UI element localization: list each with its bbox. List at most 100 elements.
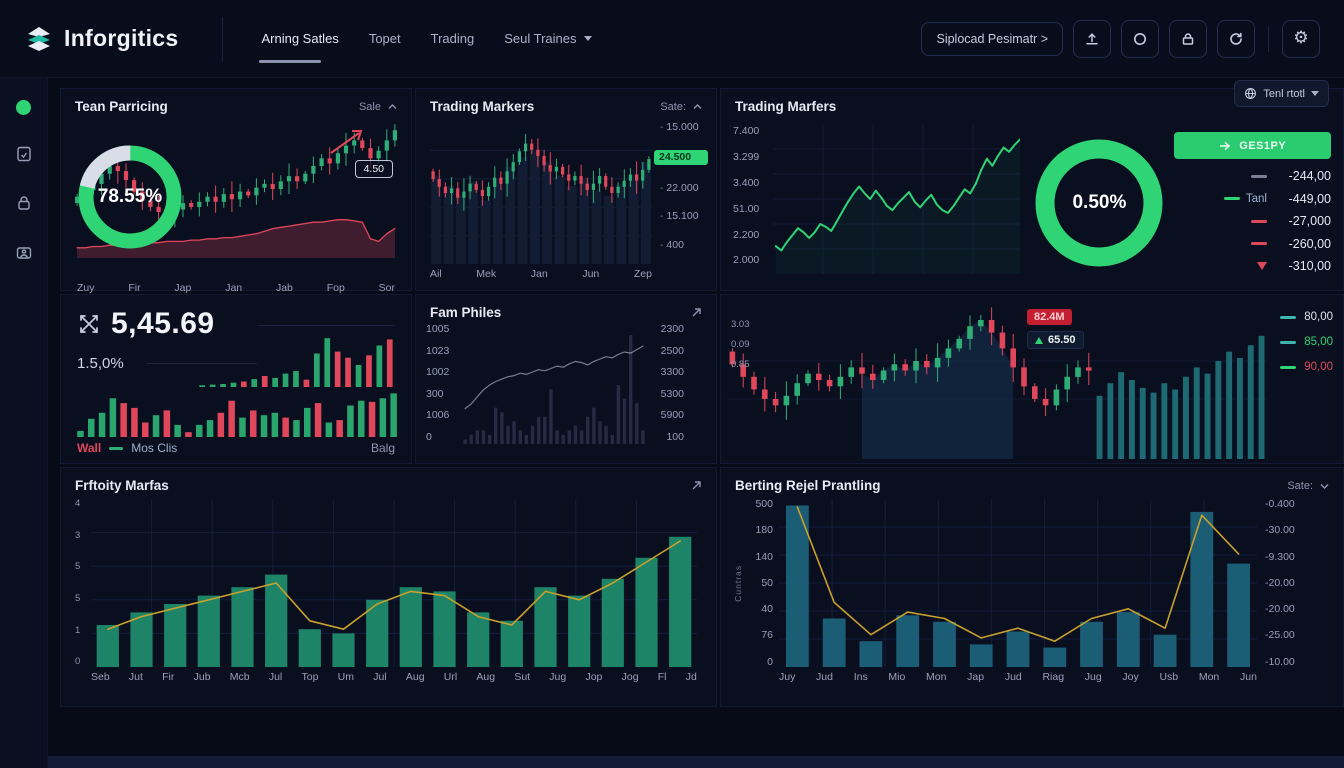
x-tick: Mek xyxy=(476,268,497,280)
panel-title: Frftoity Marfas xyxy=(75,478,169,493)
compare-icon xyxy=(77,312,101,336)
brand-name: Inforgitics xyxy=(64,25,179,51)
panel-frftoity-marfas: Frftoity Marfas 4 3 5 5 1 0 Seb Jut Fir Jub Mcb Ju… xyxy=(60,467,717,707)
x-tick: Jap xyxy=(967,671,985,683)
buy-button[interactable]: GES1PY xyxy=(1174,132,1331,159)
line-chart xyxy=(772,124,1021,274)
nav-item-0[interactable]: Arning Satles xyxy=(259,31,339,63)
legend-row: 90,00 xyxy=(1280,361,1333,373)
y-axis-left: 500 180 140 50 40 76 0 xyxy=(745,499,779,667)
sort-control[interactable]: Sate: xyxy=(1287,480,1329,492)
y-tick: 22.000 xyxy=(660,183,708,194)
panel-title: Trading Markers xyxy=(430,99,535,114)
bars-legend: Wall Mos Clis Balg xyxy=(77,441,395,455)
legend-row: -310,00 xyxy=(1174,255,1331,278)
y-tick: 15.000 xyxy=(660,122,708,133)
y-tick: 24.500 xyxy=(654,150,708,165)
y-axis: 7.400 3.299 3.400 51.00 2.200 2.000 xyxy=(729,126,773,266)
panel-trading-markers: Trading Markers Sate: Ail Mek Jan Jun Zep 15… xyxy=(415,88,717,291)
x-tick: Mon xyxy=(926,671,947,683)
legend-dash-icon xyxy=(1251,219,1267,223)
y-tick: 5 xyxy=(75,593,81,605)
x-tick: Fl xyxy=(657,671,667,683)
sidebar-item-reports[interactable] xyxy=(14,144,34,164)
status-button[interactable] xyxy=(1121,19,1159,58)
y-tick: 0.09 xyxy=(731,339,750,350)
y-axis-right: -0.400 -30.00 -9.300 -20.00 -20.00 -25.00 -10.… xyxy=(1257,499,1309,667)
sort-control[interactable]: Sate: xyxy=(660,101,702,113)
y-tick: -0.400 xyxy=(1265,498,1295,510)
x-tick: Aug xyxy=(405,671,425,683)
alert-badge: 82.4M xyxy=(1027,309,1072,325)
legend-dash-icon xyxy=(1251,174,1267,178)
sidebar-item-portfolio[interactable] xyxy=(14,242,34,262)
sort-control[interactable]: Sale xyxy=(359,101,397,113)
levels-legend: 80,00 85,00 90,00 xyxy=(1280,311,1333,373)
circle-icon xyxy=(1132,31,1148,47)
legend-dash-icon xyxy=(109,446,124,450)
nav-item-2[interactable]: Trading xyxy=(430,31,475,46)
legend-value: 85,00 xyxy=(1304,336,1333,348)
y-tick: 1 xyxy=(75,624,81,636)
y-tick: 500 xyxy=(755,498,773,510)
send-icon xyxy=(1219,140,1231,152)
x-tick: Ail xyxy=(430,268,442,280)
donut-value: 78.55% xyxy=(97,186,163,207)
x-tick: Juy xyxy=(779,671,796,683)
panel-berting: Berting Rejel Prantling Sate: Cuntras 50… xyxy=(720,467,1344,707)
upload-button[interactable] xyxy=(1073,19,1111,58)
x-tick: Jog xyxy=(621,671,639,683)
x-tick: Url xyxy=(443,671,458,683)
y-tick: 2500 xyxy=(660,344,684,357)
bottom-scrollbar[interactable] xyxy=(48,756,1344,768)
legend-series2: Mos Clis xyxy=(131,441,178,455)
y-tick: 3.299 xyxy=(733,150,760,163)
stat-value: 5,45.69 xyxy=(111,307,215,340)
legend-label: Tanl xyxy=(1245,192,1267,205)
x-tick: Riag xyxy=(1042,671,1065,683)
trend-arrow-icon xyxy=(330,130,363,154)
expand-icon[interactable] xyxy=(691,480,702,491)
y-tick: 5 xyxy=(75,561,81,573)
rate-donut: 0.50% xyxy=(1024,128,1174,278)
y-tick: 4 xyxy=(75,498,81,509)
refresh-icon xyxy=(1228,31,1244,47)
nav-item-1[interactable]: Topet xyxy=(368,31,401,46)
y-axis: 15.000 24.500 22.000 15.100 400 xyxy=(652,116,708,264)
candlestick-chart xyxy=(727,307,1267,459)
nav-item-3[interactable]: Seul Traines xyxy=(504,31,592,46)
x-tick: Jab xyxy=(275,282,293,294)
y-axis: 4 3 5 5 1 0 xyxy=(75,499,91,667)
x-tick: Sor xyxy=(378,282,395,294)
expand-icon[interactable] xyxy=(691,307,702,318)
header-action-button[interactable]: Siplocad Pesimatr > xyxy=(921,21,1063,56)
x-tick: Ins xyxy=(853,671,868,683)
legend-dash-icon xyxy=(1223,197,1240,201)
period-dropdown[interactable]: Tenl rtotl xyxy=(1234,80,1329,107)
y-tick: 40 xyxy=(761,603,773,615)
security-button[interactable] xyxy=(1169,19,1207,58)
x-tick: Jul xyxy=(268,671,283,683)
x-tick: Top xyxy=(301,671,319,683)
y-tick: 7.400 xyxy=(733,125,760,137)
legend-row: 85,00 xyxy=(1280,336,1333,348)
y-tick: -25.00 xyxy=(1265,629,1295,642)
sidebar-item-security[interactable] xyxy=(14,193,34,213)
settings-button[interactable]: ⚙ xyxy=(1282,19,1320,58)
x-tick: Jub xyxy=(193,671,211,683)
panel-title: Fam Philes xyxy=(430,305,502,320)
value-badge: 65.50 xyxy=(1027,331,1084,349)
y-axis-label: Cuntras xyxy=(733,564,743,602)
y-tick: 50 xyxy=(761,576,773,589)
x-tick: Mio xyxy=(888,671,906,683)
brand-logo-icon xyxy=(24,24,54,54)
y-tick: 300 xyxy=(426,387,444,400)
x-tick: Jug xyxy=(549,671,567,683)
panel-fam-philes: Fam Philes 1005 1023 1002 300 1006 0 2300 2500… xyxy=(415,294,717,464)
x-axis: Juy Jud Ins Mio Mon Jap Jud Riag Jug Joy Usb Mon Jun xyxy=(779,671,1257,683)
y-tick: 1023 xyxy=(426,344,450,357)
active-status-dot[interactable] xyxy=(16,100,31,115)
refresh-button[interactable] xyxy=(1217,19,1255,58)
legend-row: Tanl -449,00 xyxy=(1174,188,1331,211)
y-tick: -9.300 xyxy=(1265,550,1295,563)
